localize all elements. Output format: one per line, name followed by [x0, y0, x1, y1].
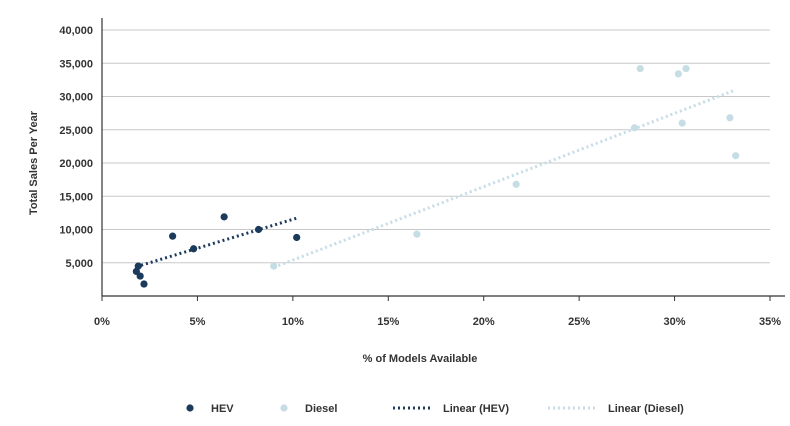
diesel-point [270, 262, 278, 270]
diesel-point [512, 180, 520, 188]
y-tick-label: 35,000 [59, 58, 93, 70]
y-tick-label: 10,000 [59, 225, 93, 237]
trendline-linear-hev [135, 216, 298, 269]
hev-point [293, 233, 301, 242]
legend-hev-marker [186, 404, 194, 412]
x-tick-label: 5% [189, 316, 205, 328]
hev-point [254, 225, 263, 234]
hev-point [190, 245, 198, 253]
legend-diesel-marker [280, 404, 288, 412]
diesel-point [413, 230, 421, 238]
legend-linear-hev-label: Linear (HEV) [443, 403, 509, 415]
legend-hev-label: HEV [211, 403, 234, 415]
x-tick-label: 15% [377, 316, 399, 328]
x-tick-label: 20% [473, 316, 495, 328]
x-tick-label: 10% [282, 316, 304, 328]
y-tick-label: 20,000 [59, 158, 93, 170]
y-axis-title: Total Sales Per Year [28, 110, 40, 215]
legend-linear-diesel-label: Linear (Diesel) [608, 403, 684, 415]
diesel-point [674, 70, 682, 78]
hev-point [220, 213, 228, 221]
hev-point [136, 272, 144, 280]
diesel-point [630, 124, 639, 132]
x-axis-title: % of Models Available [363, 353, 478, 365]
trendline-linear-diesel [273, 88, 737, 269]
diesel-point [636, 64, 644, 73]
x-tick-label: 30% [664, 316, 686, 328]
hev-point [169, 232, 177, 240]
legend-diesel-label: Diesel [305, 403, 337, 415]
x-tick-label: 25% [568, 316, 590, 328]
y-tick-label: 25,000 [59, 125, 93, 137]
x-tick-label: 0% [94, 316, 110, 328]
diesel-point [726, 114, 734, 122]
x-tick-label: 35% [759, 316, 781, 328]
hev-point [134, 262, 142, 270]
hev-point [140, 280, 148, 288]
diesel-point [732, 152, 740, 160]
y-tick-label: 30,000 [59, 92, 93, 104]
y-tick-label: 40,000 [59, 25, 93, 37]
y-tick-label: 15,000 [59, 191, 93, 203]
diesel-point [678, 119, 686, 127]
diesel-point [682, 64, 690, 73]
y-tick-label: 5,000 [65, 258, 93, 270]
